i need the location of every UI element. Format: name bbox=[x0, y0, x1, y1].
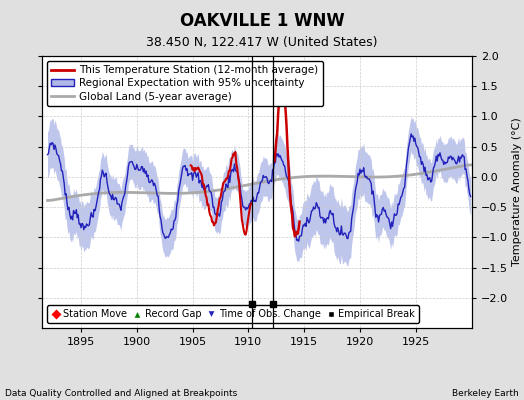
Text: 38.450 N, 122.417 W (United States): 38.450 N, 122.417 W (United States) bbox=[146, 36, 378, 49]
Text: Berkeley Earth: Berkeley Earth bbox=[452, 389, 519, 398]
Legend: Station Move, Record Gap, Time of Obs. Change, Empirical Break: Station Move, Record Gap, Time of Obs. C… bbox=[47, 305, 419, 323]
Text: Data Quality Controlled and Aligned at Breakpoints: Data Quality Controlled and Aligned at B… bbox=[5, 389, 237, 398]
Text: OAKVILLE 1 WNW: OAKVILLE 1 WNW bbox=[180, 12, 344, 30]
Y-axis label: Temperature Anomaly (°C): Temperature Anomaly (°C) bbox=[512, 118, 522, 266]
